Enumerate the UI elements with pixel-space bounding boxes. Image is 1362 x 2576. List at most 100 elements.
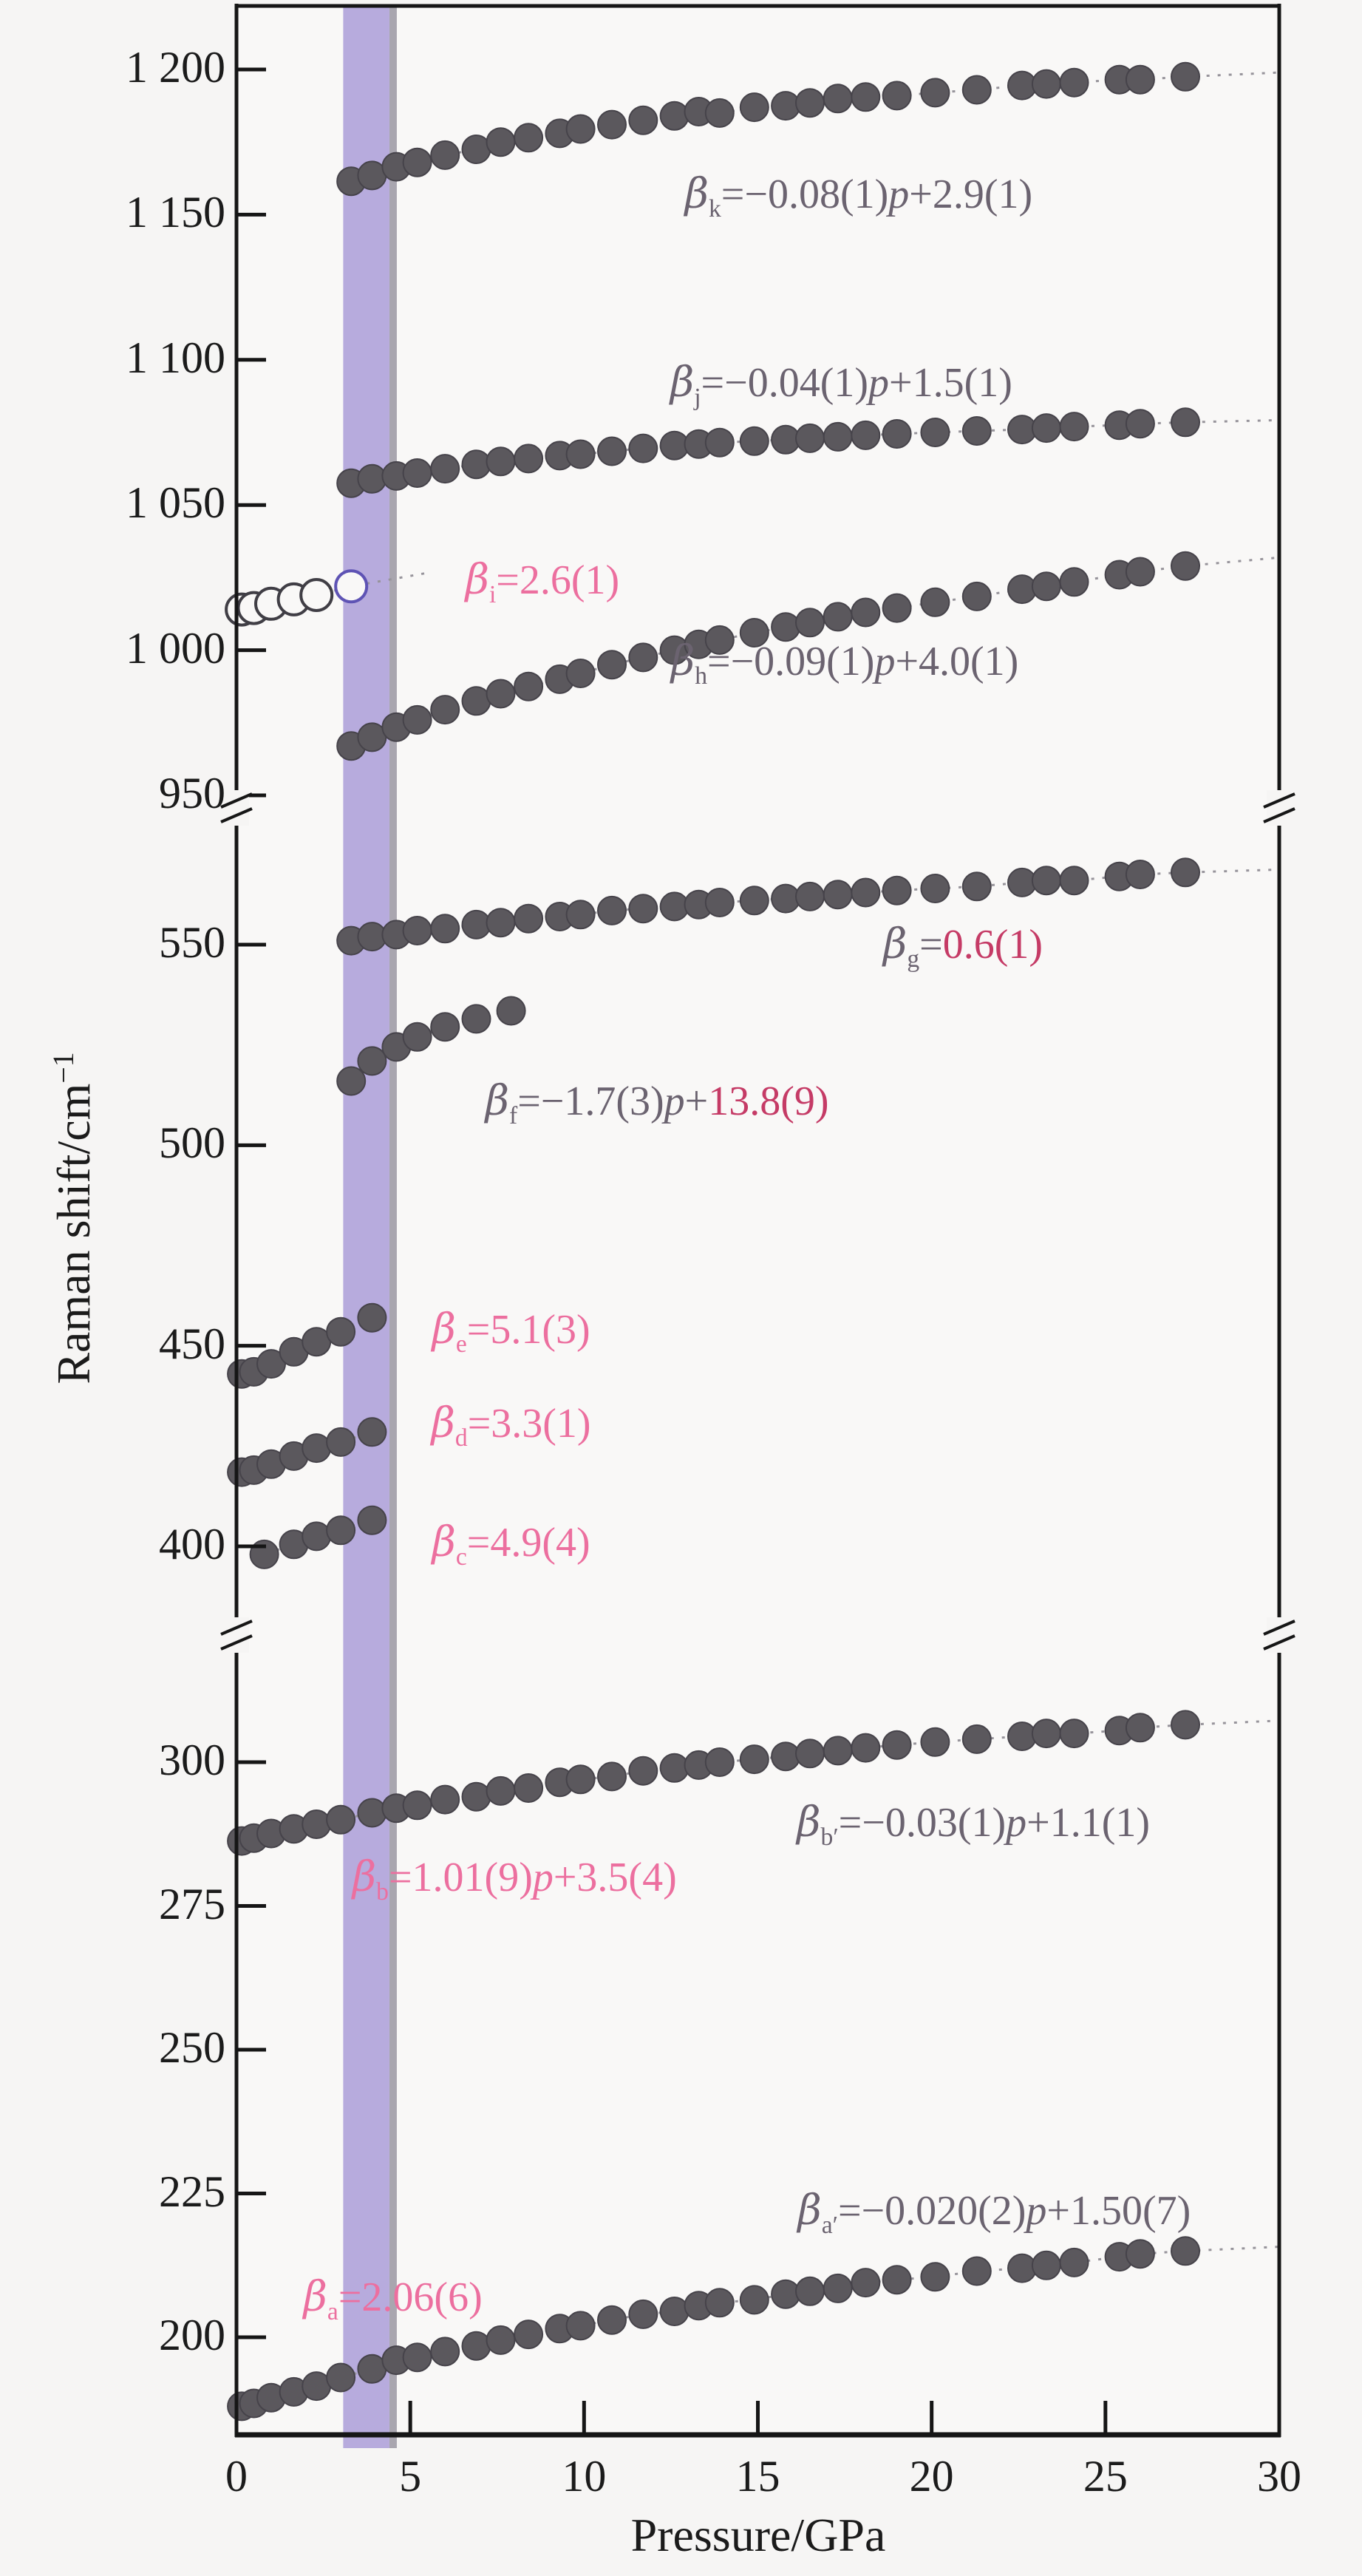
x-axis-title-text: Pressure/GPa — [630, 2509, 886, 2561]
data-point-a-prime — [659, 2297, 689, 2326]
beta-subscript: a — [327, 2297, 338, 2325]
data-point-b-prime — [628, 1756, 658, 1786]
data-point-a-prime — [795, 2276, 825, 2306]
plot-area — [236, 6, 1279, 2435]
data-point-b — [357, 1798, 387, 1828]
beta-subscript: b — [376, 1877, 389, 1906]
data-point-a-prime — [961, 2256, 992, 2286]
axis-break-mark — [1263, 792, 1295, 809]
data-point-j — [1171, 407, 1200, 438]
beta-symbol: β — [303, 2272, 327, 2321]
annotation-text: = — [919, 922, 943, 968]
data-point-g — [628, 894, 658, 924]
data-point-h — [1171, 551, 1200, 581]
annotation-text: +1.5(1) — [889, 360, 1012, 407]
data-point-h — [704, 625, 735, 655]
annotation-text: p — [1006, 1799, 1027, 1846]
annotation-beta-a: βa=2.06(6) — [304, 2276, 483, 2324]
annotation-text: p — [874, 639, 896, 685]
annotation-text: =−0.09(1) — [706, 639, 875, 685]
annotation-beta-d: βd=3.3(1) — [432, 1403, 591, 1451]
y-tick-label-950: 950 — [159, 769, 225, 818]
data-point-k — [486, 127, 516, 157]
annotation-text: p — [1026, 2187, 1047, 2234]
data-point-j — [851, 420, 881, 450]
y-tick-label-1150: 1 150 — [126, 188, 225, 237]
data-point-e — [256, 1349, 286, 1379]
data-point-k — [823, 84, 853, 114]
beta-subscript: g — [907, 945, 920, 973]
data-point-j — [882, 419, 912, 449]
annotation-text: =−1.7(3) — [517, 1078, 664, 1124]
data-point-a-prime — [704, 2288, 735, 2318]
y-tick-label-225: 225 — [159, 2167, 225, 2216]
data-point-h — [882, 593, 912, 623]
annotation-beta-b: βb=1.01(9)p+3.5(4) — [353, 1854, 677, 1904]
data-point-a-prime — [1125, 2239, 1155, 2269]
series-d — [227, 1417, 387, 1487]
beta-symbol: β — [432, 1518, 456, 1566]
x-tick-label-10: 10 — [562, 2452, 607, 2501]
data-point-h — [628, 642, 658, 673]
data-point-a-prime — [1031, 2250, 1061, 2280]
axis-break-mark — [1263, 1620, 1295, 1636]
data-point-a-prime — [823, 2273, 853, 2303]
data-point-h — [1125, 557, 1155, 587]
x-tick-label-5: 5 — [399, 2452, 422, 2501]
data-point-j — [565, 439, 596, 469]
annotation-text: =1.01(9) — [388, 1854, 533, 1900]
data-point-f — [461, 1004, 491, 1034]
data-point-h — [823, 602, 853, 632]
data-point-e — [357, 1302, 387, 1333]
x-axis-title: Pressure/GPa — [631, 2508, 886, 2563]
data-point-b-prime — [795, 1739, 825, 1769]
data-point-h — [461, 686, 491, 716]
data-point-g — [1059, 866, 1089, 896]
beta-subscript: i — [488, 581, 497, 609]
beta-symbol: β — [670, 637, 695, 686]
annotation-text: +4.0(1) — [895, 639, 1019, 685]
beta-subscript: h — [695, 662, 707, 690]
data-point-g — [402, 916, 432, 945]
series-k — [336, 61, 1280, 197]
y-tick-label-450: 450 — [159, 1319, 225, 1368]
data-point-a-prime — [514, 2320, 544, 2350]
y-tick-label-275: 275 — [159, 1879, 225, 1928]
data-point-a-prime — [1171, 2236, 1200, 2266]
series-j — [336, 407, 1280, 498]
data-point-k — [961, 75, 992, 105]
y-tick-label-1100: 1 100 — [126, 333, 225, 382]
annotation-beta-h: βh=−0.09(1)p+4.0(1) — [671, 639, 1019, 689]
data-point-a-prime — [430, 2337, 460, 2367]
beta-subscript: b′ — [820, 1823, 839, 1851]
data-point-a-prime — [851, 2268, 881, 2298]
data-point-c — [357, 1505, 387, 1535]
series-b — [227, 1798, 387, 1856]
beta-symbol: β — [670, 358, 695, 407]
annotation-beta-i: βi=2.6(1) — [466, 560, 620, 608]
data-point-j — [1031, 413, 1061, 444]
data-point-j — [486, 446, 516, 477]
data-point-g — [882, 875, 912, 905]
y-axis-title: Raman shift/cm−1 — [47, 1052, 101, 1384]
y-tick-label-200: 200 — [159, 2311, 225, 2359]
data-point-g — [486, 908, 516, 938]
data-point-j — [795, 423, 825, 453]
data-point-k — [659, 101, 689, 131]
data-point-h — [514, 671, 544, 701]
data-point-open-i — [299, 578, 334, 612]
data-point-b-prime — [430, 1784, 460, 1815]
data-point-j — [597, 436, 627, 466]
data-point-g — [1171, 857, 1200, 888]
data-point-j — [704, 427, 735, 458]
annotation-text: =−0.020(2) — [837, 2187, 1026, 2234]
data-point-h — [486, 679, 516, 709]
data-point-j — [430, 454, 460, 484]
annotation-text: =5.1(3) — [466, 1306, 590, 1353]
x-tick-label-15: 15 — [735, 2452, 780, 2501]
data-point-f — [402, 1022, 432, 1052]
series-b-prime — [381, 1710, 1280, 1824]
data-point-k — [1125, 64, 1155, 95]
data-point-b-prime — [1059, 1719, 1089, 1749]
